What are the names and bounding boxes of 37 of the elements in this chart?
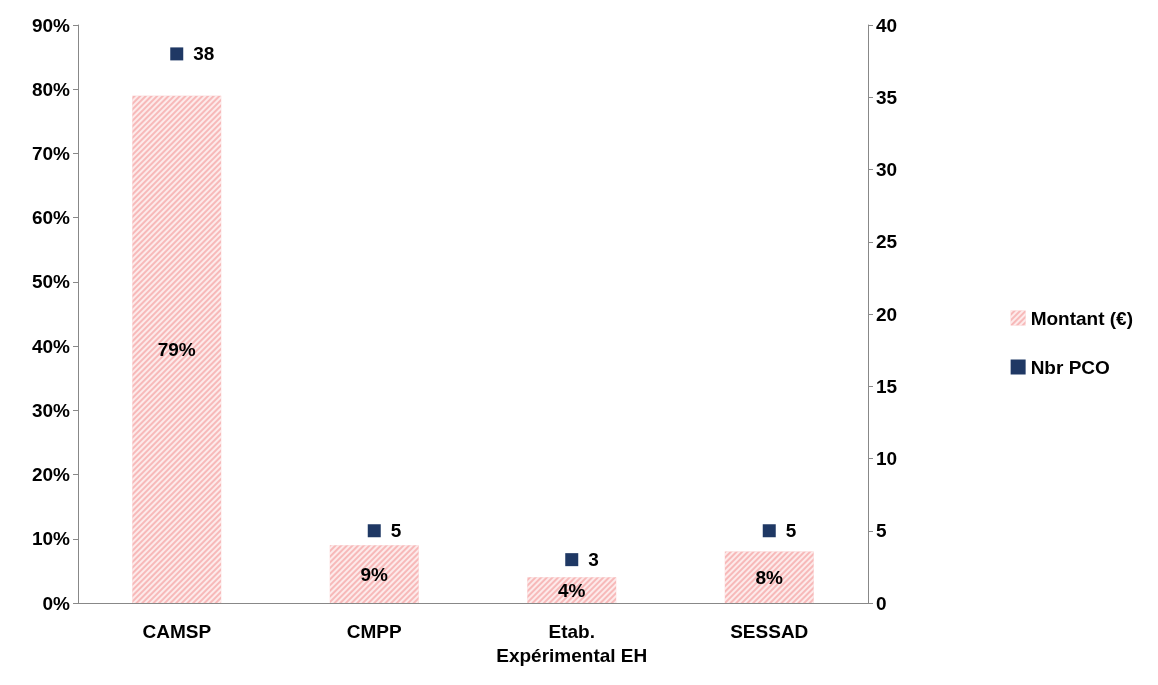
data-label: 5 — [785, 520, 797, 542]
y-tick-label: 70% — [31, 142, 71, 164]
legend-label: Nbr PCO — [1030, 356, 1110, 378]
data-label: 79% — [157, 338, 196, 360]
y2-tick-label: 10 — [876, 448, 898, 469]
y-tick-label: 0% — [42, 592, 71, 614]
point — [565, 553, 579, 567]
y-tick-label: 60% — [31, 207, 71, 229]
y2-tick-label: 20 — [876, 303, 898, 325]
y2-tick-label: 40 — [876, 14, 898, 36]
x-tick-label: CAMSP — [142, 620, 212, 642]
y2-tick-label: 35 — [876, 86, 898, 108]
y-tick-label: 20% — [31, 464, 71, 486]
y-tick-label: 50% — [31, 271, 71, 293]
y2-tick-label: 0 — [876, 592, 887, 614]
data-label: 8% — [755, 566, 784, 588]
data-label: 4% — [558, 579, 586, 601]
data-label: 5 — [390, 520, 402, 542]
y-tick-label: 10% — [31, 528, 71, 550]
y-tick-label: 80% — [31, 78, 71, 100]
y2-tick-label: 15 — [876, 375, 898, 397]
y2-tick-label: 25 — [876, 231, 898, 253]
point — [170, 47, 184, 61]
y-tick-label: 40% — [31, 335, 71, 357]
data-label: 9% — [360, 563, 389, 585]
data-label: 3 — [588, 549, 599, 571]
data-label: 38 — [193, 43, 215, 65]
point — [762, 524, 776, 538]
legend-label: Montant (€) — [1030, 307, 1134, 329]
y2-tick-label: 5 — [876, 520, 887, 542]
y-tick-label: 90% — [31, 14, 71, 36]
x-tick-label: Etab. Expérimental EH — [496, 620, 648, 666]
y-tick-label: 30% — [31, 399, 71, 421]
y2-tick-label: 30 — [876, 159, 898, 180]
x-tick-label: CMPP — [346, 620, 403, 642]
point — [367, 524, 381, 538]
x-tick-label: SESSAD — [730, 620, 809, 642]
